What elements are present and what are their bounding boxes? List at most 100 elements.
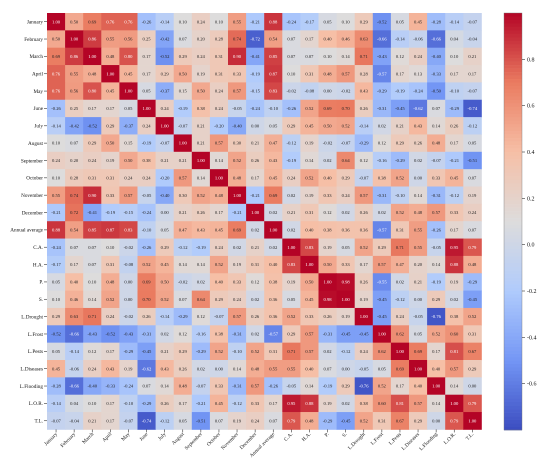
- cell-1-21: [427, 30, 446, 49]
- cell-13-4: [119, 238, 138, 257]
- cell-value-22-21: 0.14: [432, 401, 441, 406]
- cell-value-4-4: 1.00: [124, 89, 133, 94]
- cell-value-0-13: -0.24: [287, 19, 297, 24]
- cell-value-12-1: 0.54: [70, 227, 79, 232]
- cell-value-19-5: -0.45: [142, 349, 152, 354]
- cell-value-6-7: -0.07: [178, 123, 188, 128]
- cell-value-0-16: 0.10: [342, 19, 351, 24]
- cell-value-4-13: -0.02: [287, 89, 297, 94]
- cell-10-20: [409, 186, 428, 205]
- cell-11-20: [409, 203, 428, 222]
- cell-value-10-1: 0.74: [70, 193, 79, 198]
- cell-value-19-0: 0.05: [52, 349, 61, 354]
- colorbar-segment: [504, 297, 522, 302]
- cell-value-14-3: 0.31: [106, 262, 115, 267]
- row-label-13: C.A.: [33, 245, 43, 251]
- cell-13-1: [65, 238, 84, 257]
- cell-value-17-19: 0.24: [396, 314, 405, 319]
- cell-value-22-2: 0.10: [88, 401, 97, 406]
- cell-10-3: [101, 186, 120, 205]
- col-label-16: S.: [341, 432, 348, 439]
- cell-22-6: [155, 394, 175, 413]
- col-label-13: C.A.: [283, 432, 294, 443]
- cell-11-19: [390, 203, 410, 222]
- cell-value-9-19: 0.52: [396, 175, 405, 180]
- cell-3-10: [228, 65, 247, 83]
- cell-value-17-23: 0.52: [468, 314, 477, 319]
- cell-value-19-6: 0.21: [161, 349, 170, 354]
- cell-value-14-11: 0.31: [251, 262, 260, 267]
- cell-19-12: [264, 342, 283, 361]
- cell-18-19: [390, 325, 410, 344]
- cell-value-3-10: 0.33: [233, 71, 242, 76]
- cell-value-23-16: -0.45: [341, 418, 351, 423]
- cell-value-8-20: 0.02: [414, 158, 423, 163]
- cell-2-0: [47, 47, 66, 66]
- cell-17-1: [65, 307, 84, 326]
- cell-value-5-0: -0.26: [51, 106, 61, 111]
- cell-4-13: [282, 82, 301, 101]
- cell-value-7-8: 0.21: [197, 141, 206, 146]
- cell-value-14-18: 0.57: [378, 262, 387, 267]
- cell-value-12-6: 0.05: [161, 227, 170, 232]
- cell-0-22: [445, 13, 464, 31]
- cell-6-18: [372, 117, 392, 135]
- cell-value-21-6: 0.14: [161, 384, 170, 389]
- cell-value-22-5: -0.29: [142, 401, 152, 406]
- cell-value-13-6: 0.29: [161, 245, 170, 250]
- cell-value-14-0: -0.17: [51, 262, 61, 267]
- cell-value-13-20: 0.55: [414, 245, 423, 250]
- cell-11-18: [372, 203, 392, 222]
- cell-value-21-8: -0.07: [196, 384, 206, 389]
- cell-value-3-20: 0.13: [414, 71, 423, 76]
- cell-value-2-19: 0.12: [396, 54, 405, 59]
- cell-0-0: [47, 13, 66, 31]
- cell-22-0: [47, 394, 66, 413]
- cell-value-7-10: 0.30: [233, 141, 242, 146]
- cell-1-14: [300, 30, 319, 49]
- cell-value-21-15: -0.19: [323, 384, 333, 389]
- row-label-17: L.Drought: [21, 314, 43, 320]
- cell-18-16: [336, 325, 356, 344]
- cell-value-10-7: 0.30: [179, 193, 188, 198]
- cell-value-23-8: -0.51: [196, 418, 206, 423]
- colorbar-segment: [504, 89, 522, 94]
- cell-1-16: [336, 30, 356, 49]
- cell-22-23: [463, 394, 482, 413]
- cell-value-3-18: -0.57: [377, 71, 387, 76]
- cell-value-1-16: 0.46: [342, 37, 351, 42]
- cell-value-3-22: 0.17: [450, 71, 459, 76]
- cell-13-8: [191, 238, 211, 257]
- cell-value-3-13: 0.10: [287, 71, 296, 76]
- cell-value-5-10: -0.05: [232, 106, 242, 111]
- cell-15-5: [137, 273, 156, 291]
- cell-value-9-9: 1.00: [215, 175, 224, 180]
- cell-7-3: [101, 134, 120, 153]
- cell-15-7: [173, 273, 193, 291]
- cell-value-1-6: -0.42: [160, 37, 170, 42]
- cell-7-4: [119, 134, 138, 153]
- cell-4-3: [101, 82, 120, 101]
- cell-value-15-18: -0.55: [377, 280, 387, 285]
- cell-6-5: [137, 117, 156, 135]
- cell-value-17-3: 0.24: [106, 314, 115, 319]
- cell-12-12: [264, 221, 283, 239]
- cell-value-8-18: -0.16: [377, 158, 387, 163]
- cell-2-6: [155, 47, 175, 66]
- cell-value-6-22: 0.26: [450, 123, 459, 128]
- colorbar-segment: [504, 120, 522, 125]
- colorbar-segment: [504, 402, 522, 406]
- colorbar-segment: [504, 19, 522, 24]
- cell-15-6: [155, 273, 175, 291]
- cell-value-0-21: -0.28: [431, 19, 441, 24]
- colorbar-segment: [504, 370, 522, 375]
- cell-value-17-1: 0.63: [70, 314, 79, 319]
- cell-value-13-21: -0.05: [431, 245, 441, 250]
- colorbar-frame: [503, 12, 523, 431]
- cell-15-15: [318, 273, 337, 291]
- cell-value-1-18: -0.66: [377, 37, 387, 42]
- cell-19-0: [47, 342, 66, 361]
- cell-value-14-8: 0.14: [197, 262, 206, 267]
- cell-2-16: [336, 47, 356, 66]
- row-label-10: November: [21, 193, 43, 199]
